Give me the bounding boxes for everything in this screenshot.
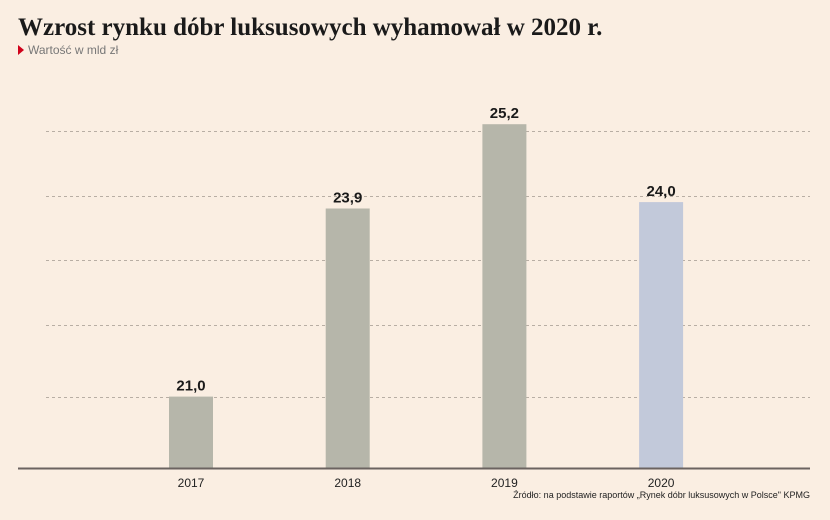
value-label-2020: 24,0 (646, 183, 675, 200)
bar-2017 (169, 396, 213, 468)
chart-title: Wzrost rynku dóbr luksusowych wyhamował … (18, 14, 603, 41)
chart-subtitle: Wartość w mld zł (18, 43, 118, 57)
x-tick-label-2017: 2017 (178, 476, 205, 490)
subtitle-text: Wartość w mld zł (28, 43, 119, 57)
bar-2018 (325, 208, 370, 468)
bar-2019 (482, 124, 527, 468)
value-label-2019: 25,2 (490, 105, 519, 122)
triangle-marker-icon (18, 45, 24, 55)
x-tick-label-2019: 2019 (491, 476, 518, 490)
value-label-2018: 23,9 (333, 190, 362, 207)
bar-2020 (639, 202, 684, 468)
x-tick-label-2020: 2020 (648, 476, 675, 490)
value-label-2017: 21,0 (176, 378, 205, 395)
source-note: Źródło: na podstawie raportów „Rynek dób… (513, 490, 810, 500)
x-tick-label-2018: 2018 (334, 476, 361, 490)
